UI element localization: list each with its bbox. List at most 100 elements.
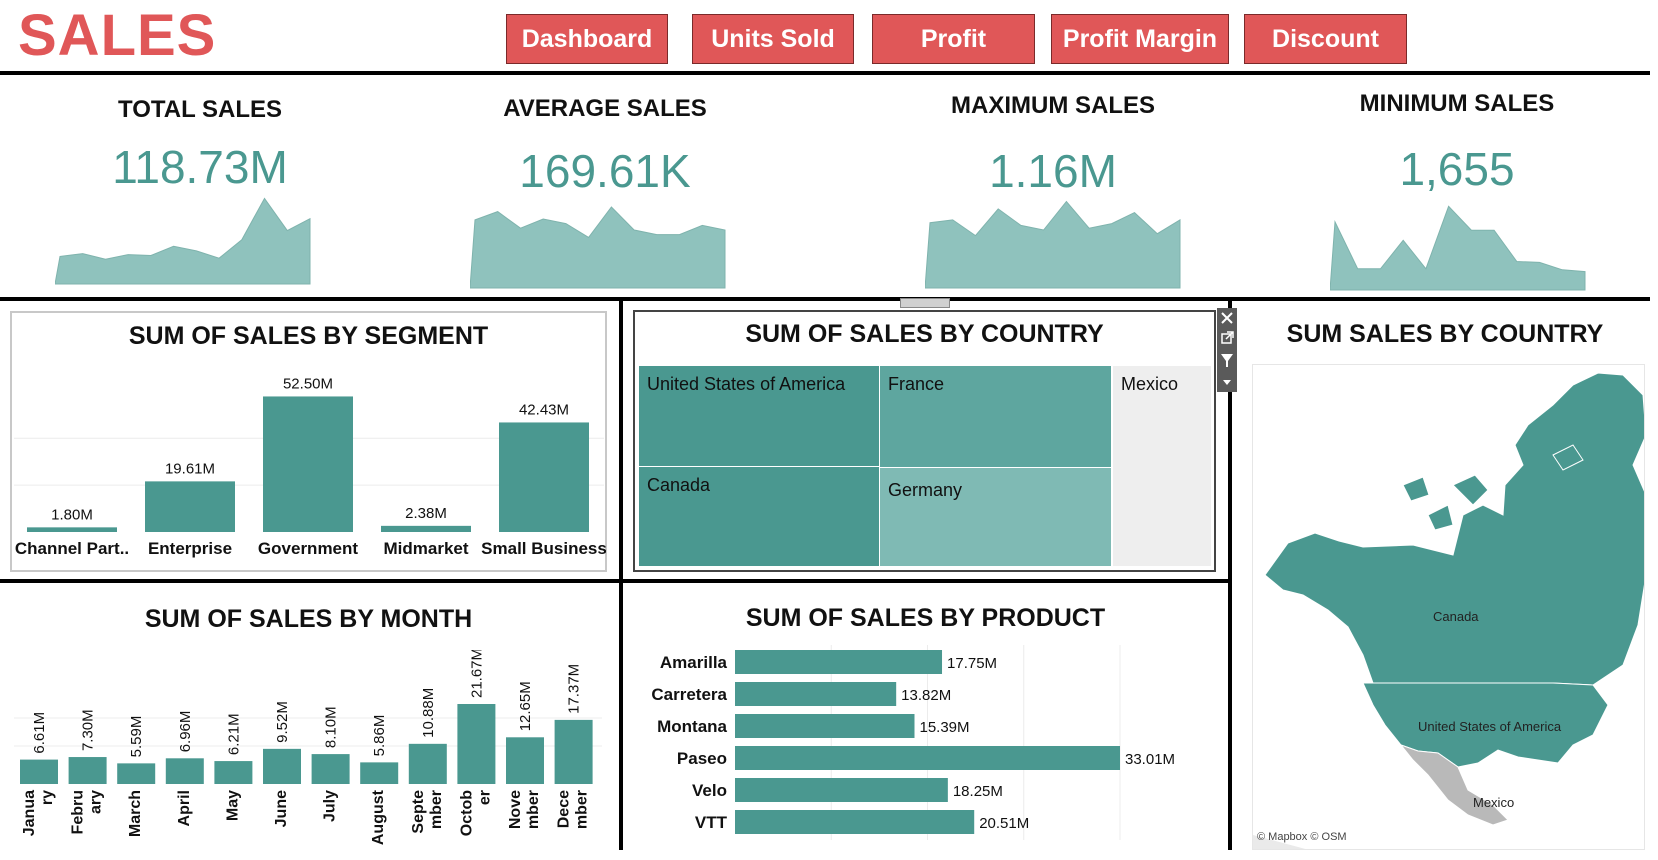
segment-data-label: 52.50M [283, 375, 333, 392]
segment-category-label: Government [258, 539, 358, 558]
product-bar[interactable] [735, 682, 897, 706]
segment-panel [10, 311, 607, 572]
kpi-total-sales-value: 118.73M [112, 141, 288, 193]
month-bar-chart: 6.61M Janua ry 7.30M Febru ary 5.59M March 6.96M… [14, 650, 602, 845]
kpi-average-sales-sparkline [470, 206, 726, 289]
month-category-label: Dece [556, 790, 573, 828]
sheet-toolbar [1217, 308, 1237, 392]
product-category-label: Velo [692, 781, 727, 800]
month-bar[interactable] [263, 748, 301, 784]
nav-profit-margin-button[interactable]: Profit Margin [1051, 14, 1229, 64]
month-bar[interactable] [311, 754, 350, 784]
product-category-label: VTT [695, 813, 728, 832]
product-data-label: 15.39M [919, 719, 969, 736]
more-options-icon[interactable] [1223, 380, 1231, 385]
segment-bar[interactable] [499, 422, 589, 532]
month-data-label: 5.86M [371, 715, 388, 757]
month-category-label: mber [525, 790, 542, 829]
month-category-label: mber [574, 790, 591, 829]
kpi-maximum-sales-sparkline [925, 200, 1181, 289]
product-bar[interactable] [735, 714, 915, 738]
month-category-label: Octob [458, 790, 475, 836]
treemap-cell-france[interactable]: France [880, 366, 1111, 467]
product-category-label: Amarilla [660, 653, 728, 672]
kpi-maximum-sales-title: MAXIMUM SALES [951, 92, 1155, 119]
month-category-label: May [224, 790, 241, 821]
nav-dashboard-button[interactable]: Dashboard [506, 14, 668, 64]
country-map[interactable]: Canada United States of America Mexico ©… [1252, 364, 1645, 850]
treemap-cell-mexico[interactable]: Mexico [1113, 366, 1211, 566]
treemap-cell-usa[interactable]: United States of America [639, 366, 879, 466]
product-bar[interactable] [735, 650, 943, 674]
month-category-label: Nove [507, 790, 524, 829]
month-chart-title: SUM OF SALES BY MONTH [144, 605, 473, 633]
product-category-label: Montana [657, 717, 727, 736]
month-bar[interactable] [214, 761, 253, 784]
segment-bar[interactable] [145, 481, 235, 532]
month-bar[interactable] [360, 762, 399, 784]
month-bar[interactable] [554, 719, 593, 784]
product-bar[interactable] [735, 810, 975, 834]
month-category-label: April [176, 790, 193, 826]
nav-units-sold-button[interactable]: Units Sold [692, 14, 854, 64]
segment-bar[interactable] [381, 525, 471, 532]
month-category-label: August [370, 789, 387, 845]
nav-profit-button[interactable]: Profit [872, 14, 1035, 64]
segment-category-label: Channel Part.. [15, 539, 129, 558]
product-data-label: 13.82M [901, 687, 951, 704]
month-data-label: 6.96M [177, 711, 194, 753]
segment-category-label: Midmarket [383, 539, 468, 558]
left-column-divider [619, 301, 623, 850]
right-column-divider [1228, 301, 1232, 850]
segment-data-label: 2.38M [405, 505, 447, 522]
month-bar[interactable] [68, 757, 107, 784]
mexico-region[interactable] [1399, 743, 1509, 826]
treemap-cell-germany[interactable]: Germany [880, 468, 1111, 566]
month-bar[interactable] [457, 704, 496, 784]
kpi-average-sales-value: 169.61K [519, 145, 691, 197]
month-bar[interactable] [165, 758, 204, 784]
month-data-label: 7.30M [80, 709, 97, 751]
filter-icon[interactable] [1221, 354, 1233, 367]
segment-data-label: 42.43M [519, 401, 569, 418]
month-data-label: 6.61M [31, 712, 48, 754]
month-bar[interactable] [20, 759, 58, 784]
segment-category-label: Enterprise [148, 539, 232, 558]
month-category-label: March [127, 790, 144, 837]
month-bar[interactable] [117, 763, 156, 784]
map-label-mexico: Mexico [1473, 795, 1515, 810]
month-category-label: mber [428, 790, 445, 829]
resize-handle[interactable] [900, 298, 950, 308]
country-map-title: SUM SALES BY COUNTRY [1286, 320, 1604, 348]
treemap-cell-canada[interactable]: Canada [639, 467, 879, 566]
segment-data-label: 1.80M [51, 506, 93, 523]
map-shapes [1253, 372, 1645, 849]
country-treemap-title: SUM OF SALES BY COUNTRY [745, 320, 1104, 348]
map-ocean-detail [1253, 835, 1306, 849]
middle-divider [0, 579, 1232, 583]
kpi-minimum-sales-value: 1,655 [1399, 143, 1515, 195]
product-data-label: 18.25M [953, 783, 1003, 800]
segment-bar[interactable] [263, 396, 353, 532]
sparkline-area [1330, 205, 1586, 291]
close-icon[interactable] [1221, 312, 1233, 324]
month-data-label: 21.67M [468, 650, 485, 698]
map-label-usa: United States of America [1418, 719, 1562, 734]
product-data-label: 20.51M [979, 815, 1029, 832]
segment-bar[interactable] [27, 527, 117, 532]
month-bar[interactable] [408, 743, 447, 784]
month-category-label: Septe [410, 790, 427, 834]
month-data-label: 5.59M [128, 716, 145, 758]
segment-chart-title: SUM OF SALES BY SEGMENT [128, 322, 489, 350]
month-bar[interactable] [506, 737, 544, 784]
nav-discount-button[interactable]: Discount [1244, 14, 1407, 64]
canada-region[interactable] [1264, 372, 1645, 686]
product-bar[interactable] [735, 746, 1120, 770]
product-bar[interactable] [735, 778, 948, 802]
month-data-label: 12.65M [517, 681, 534, 731]
product-chart-title: SUM OF SALES BY PRODUCT [745, 604, 1106, 632]
kpi-average-sales-title: AVERAGE SALES [503, 95, 707, 122]
month-data-label: 8.10M [323, 706, 340, 748]
month-data-label: 10.88M [420, 688, 437, 738]
popout-icon[interactable] [1221, 331, 1234, 344]
